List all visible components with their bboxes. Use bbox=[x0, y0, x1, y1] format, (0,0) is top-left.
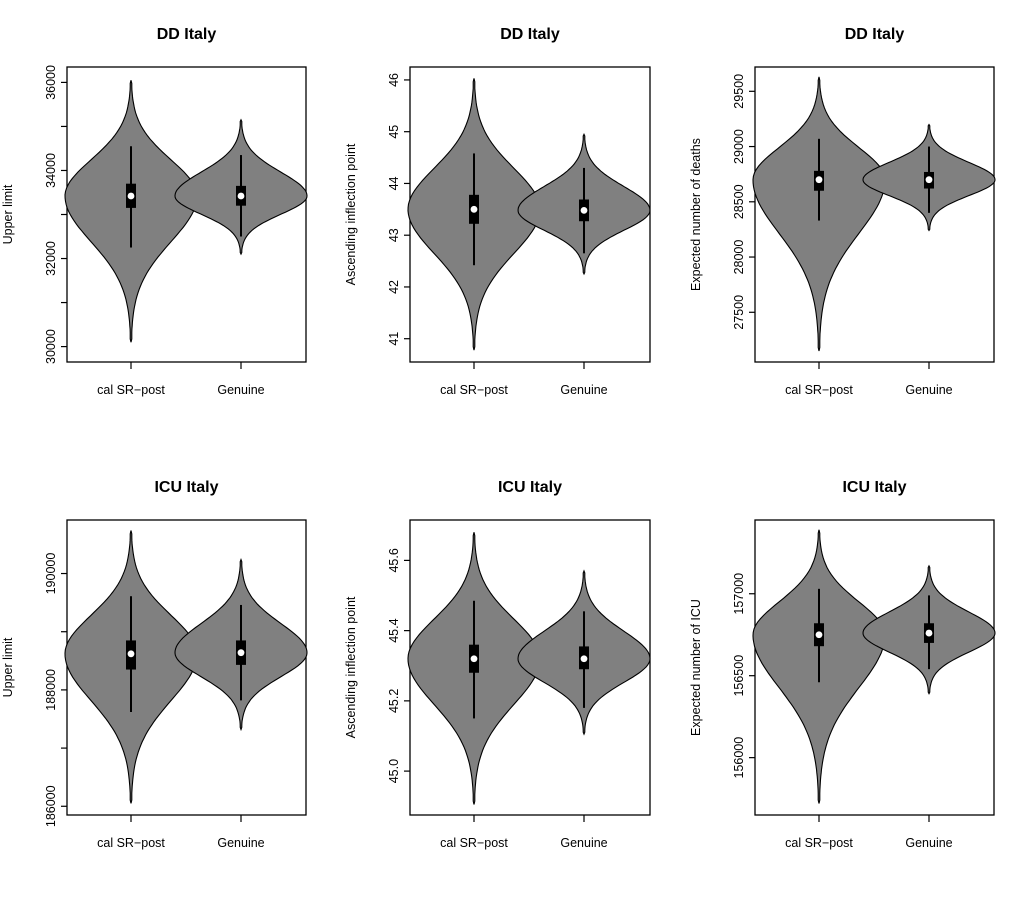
x-tick-label: cal SR−post bbox=[440, 836, 508, 850]
y-tick-label: 44 bbox=[387, 176, 401, 190]
y-tick-label: 43 bbox=[387, 228, 401, 242]
median-point bbox=[470, 655, 478, 663]
x-tick-label: Genuine bbox=[217, 836, 264, 850]
panel-5: ICU Italy Expected number of ICU 156000 156… bbox=[689, 479, 996, 850]
y-tick-label: 45 bbox=[387, 125, 401, 139]
x-tick-label: Genuine bbox=[905, 836, 952, 850]
plot-frame bbox=[66, 66, 307, 363]
y-axis-label: Upper limit bbox=[1, 637, 15, 697]
y-tick-label: 41 bbox=[387, 332, 401, 346]
y-tick-label: 190000 bbox=[44, 553, 58, 595]
chart-title: DD Italy bbox=[157, 26, 217, 43]
median-point bbox=[237, 649, 245, 657]
violin-0 bbox=[752, 529, 886, 804]
median-point bbox=[580, 206, 588, 214]
median-point bbox=[237, 192, 245, 200]
violin-0 bbox=[407, 532, 541, 805]
y-tick-label: 27500 bbox=[732, 295, 746, 330]
violin-0 bbox=[752, 76, 886, 352]
violin-0 bbox=[407, 78, 541, 351]
panel-0: DD Italy Upper limit 30000 32000 34000 36000 c… bbox=[1, 26, 308, 397]
median-point bbox=[127, 192, 135, 200]
y-tick-label: 29500 bbox=[732, 74, 746, 109]
violin-1 bbox=[174, 118, 308, 256]
y-tick-label: 186000 bbox=[44, 785, 58, 827]
x-tick-label: Genuine bbox=[905, 383, 952, 397]
x-tick-label: cal SR−post bbox=[785, 383, 853, 397]
y-tick-label: 45.2 bbox=[387, 689, 401, 713]
y-tick-label: 45.4 bbox=[387, 618, 401, 642]
y-axis-label: Expected number of ICU bbox=[689, 599, 703, 736]
x-tick-label: Genuine bbox=[560, 383, 607, 397]
x-tick-label: cal SR−post bbox=[785, 836, 853, 850]
x-tick-label: cal SR−post bbox=[440, 383, 508, 397]
y-axis-label: Ascending inflection point bbox=[344, 143, 358, 285]
y-axis-label: Ascending inflection point bbox=[344, 596, 358, 738]
median-point bbox=[925, 629, 933, 637]
y-tick-label: 156500 bbox=[732, 655, 746, 697]
y-tick-label: 42 bbox=[387, 280, 401, 294]
median-point bbox=[470, 205, 478, 213]
y-axis-label: Expected number of deaths bbox=[689, 138, 703, 291]
y-tick-label: 156000 bbox=[732, 737, 746, 779]
panel-1: DD Italy Ascending inflection point 41 42 43… bbox=[344, 26, 651, 397]
chart-title: DD Italy bbox=[500, 26, 560, 43]
y-tick-label: 36000 bbox=[44, 65, 58, 100]
panel-3: ICU Italy Upper limit 186000 188000 190000 ca… bbox=[1, 479, 308, 850]
violin-1 bbox=[174, 558, 308, 732]
y-tick-label: 28500 bbox=[732, 184, 746, 219]
panel-2: DD Italy Expected number of deaths 27500 28… bbox=[689, 26, 996, 397]
median-point bbox=[925, 176, 933, 184]
x-tick-label: cal SR−post bbox=[97, 383, 165, 397]
violin-0 bbox=[64, 80, 198, 343]
y-tick-label: 188000 bbox=[44, 669, 58, 711]
y-tick-label: 45.6 bbox=[387, 548, 401, 572]
chart-title: DD Italy bbox=[845, 26, 905, 43]
y-tick-label: 34000 bbox=[44, 153, 58, 188]
x-tick-label: cal SR−post bbox=[97, 836, 165, 850]
y-axis-label: Upper limit bbox=[1, 184, 15, 244]
violin-1 bbox=[862, 123, 996, 232]
plot-frame bbox=[754, 519, 995, 816]
panel-4: ICU Italy Ascending inflection point 45.0 4… bbox=[344, 479, 651, 850]
chart-title: ICU Italy bbox=[842, 479, 906, 496]
y-tick-label: 29000 bbox=[732, 129, 746, 164]
y-tick-label: 30000 bbox=[44, 329, 58, 364]
y-tick-label: 45.0 bbox=[387, 759, 401, 783]
median-point bbox=[815, 176, 823, 184]
y-tick-label: 46 bbox=[387, 73, 401, 87]
plot-frame bbox=[66, 519, 307, 816]
chart-title: ICU Italy bbox=[498, 479, 562, 496]
median-point bbox=[580, 655, 588, 663]
x-tick-label: Genuine bbox=[217, 383, 264, 397]
y-tick-label: 157000 bbox=[732, 573, 746, 615]
median-point bbox=[127, 650, 135, 658]
chart-title: ICU Italy bbox=[154, 479, 218, 496]
violin-1 bbox=[517, 569, 651, 736]
violin-0 bbox=[64, 530, 198, 804]
y-tick-label: 32000 bbox=[44, 241, 58, 276]
plot-frame bbox=[754, 66, 995, 363]
x-tick-label: Genuine bbox=[560, 836, 607, 850]
y-tick-label: 28000 bbox=[732, 240, 746, 275]
violin-1 bbox=[517, 133, 651, 276]
median-point bbox=[815, 631, 823, 639]
violin-1 bbox=[862, 564, 996, 695]
